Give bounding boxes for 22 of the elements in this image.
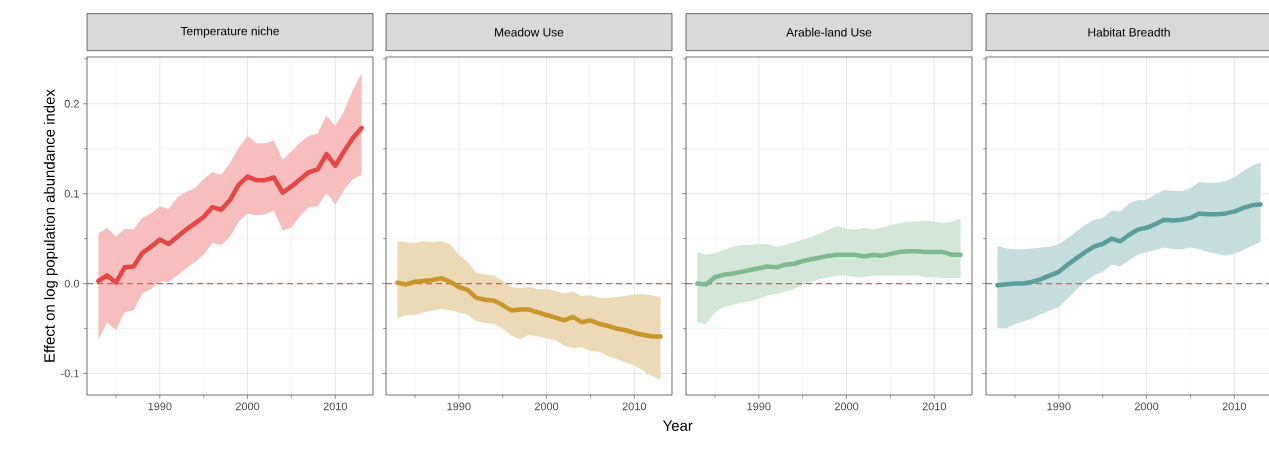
x-tick-label: 1990 xyxy=(447,402,471,411)
x-tick-label: 1990 xyxy=(148,402,172,411)
chart-title: Habitat Breadth xyxy=(1088,27,1170,37)
x-tick-label: 2010 xyxy=(622,402,647,411)
y-tick-label: 0.2 xyxy=(64,99,79,108)
x-tick-label: 2000 xyxy=(1134,402,1159,411)
chart-title: Meadow Use xyxy=(495,27,564,37)
x-tick-label: 1990 xyxy=(1047,402,1071,411)
y-axis-title: Effect on log population abundance index xyxy=(43,89,58,362)
x-tick-label: 2000 xyxy=(834,402,859,411)
y-tick-label: 0.0 xyxy=(64,279,80,288)
x-tick-label: 1990 xyxy=(747,402,771,411)
x-tick-label: 2010 xyxy=(1222,402,1247,411)
y-tick-label: 0.1 xyxy=(64,189,79,198)
chart-title: Temperature niche xyxy=(180,26,279,38)
x-tick-label: 2000 xyxy=(534,402,559,411)
y-tick-label: -0.1 xyxy=(61,369,79,378)
x-tick-label: 2000 xyxy=(235,402,260,411)
x-tick-label: 2010 xyxy=(323,402,348,411)
x-tick-label: 2010 xyxy=(922,402,947,411)
chart-title: Arable-land Use xyxy=(786,27,872,37)
x-axis-title: Year xyxy=(662,420,693,431)
